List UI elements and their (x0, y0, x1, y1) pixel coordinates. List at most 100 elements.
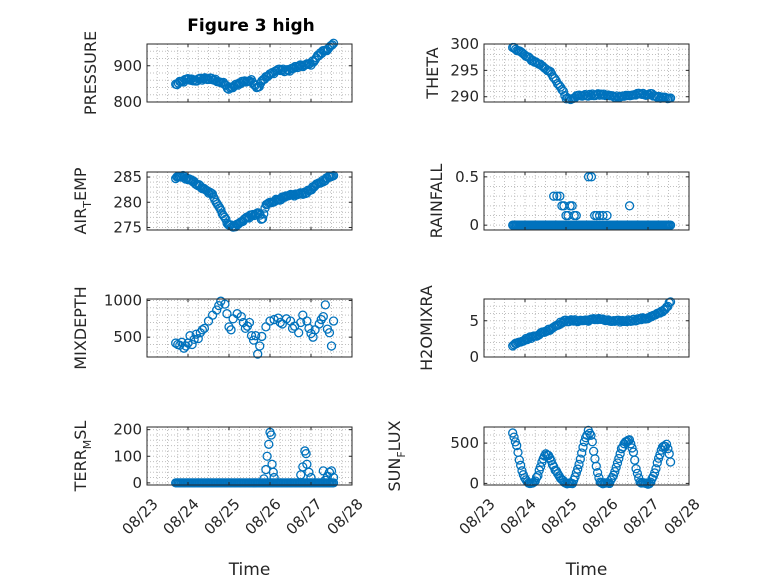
y-tick-label: 200 (113, 421, 142, 439)
y-tick-label: 290 (450, 88, 479, 106)
data-point (663, 444, 673, 454)
data-point (612, 458, 623, 468)
data-point (583, 172, 594, 182)
data-point (624, 435, 635, 445)
data-point (236, 311, 246, 322)
data-point (586, 430, 596, 441)
y-tick-label: 1000 (104, 291, 142, 309)
data-point (294, 328, 304, 338)
data-point (584, 428, 595, 438)
axes-frame (483, 298, 690, 358)
data-point (661, 439, 672, 449)
data-point (587, 437, 597, 447)
subplot-h2omixra: 0 5 H2OMIXRA (417, 285, 690, 371)
y-axis-label: AIRTEMP (71, 167, 94, 234)
data-point (586, 172, 597, 182)
data-point (627, 443, 637, 453)
data-point (592, 467, 603, 478)
data-point (190, 179, 200, 189)
data-point (287, 323, 298, 334)
x-tick-label: 08/27 (282, 495, 325, 538)
data-point (665, 220, 676, 230)
data-point (602, 210, 612, 221)
subplot-pressure: 800 900 PRESSURE (81, 31, 353, 115)
y-tick-label: 285 (113, 168, 142, 186)
data-point (631, 464, 641, 474)
data-point (266, 430, 276, 440)
data-point (521, 333, 531, 344)
data-point (328, 316, 339, 326)
data-point (248, 335, 259, 345)
data-point (220, 299, 230, 309)
y-tick-label: 500 (450, 434, 479, 452)
data-point (567, 201, 577, 211)
data-point (326, 341, 337, 351)
data-point (259, 209, 269, 219)
x-tick-label: 08/25 (537, 495, 580, 538)
axes-frame (146, 298, 353, 358)
y-axis-label: MIXDEPTH (71, 286, 90, 369)
data-point (582, 430, 592, 440)
data-point (301, 448, 311, 459)
data-point (575, 454, 585, 464)
subplot-rainfall: 0 0.5 RAINFALL (427, 164, 690, 239)
y-axis-label: SUNFLUX (385, 420, 408, 491)
data-point (259, 474, 269, 484)
y-tick-label: 500 (113, 328, 142, 346)
data-point (262, 451, 272, 461)
data-point (224, 84, 234, 94)
y-tick-label: 0.5 (455, 168, 479, 186)
data-point (199, 323, 210, 334)
data-point (268, 467, 278, 477)
y-tick-label: 100 (113, 447, 142, 465)
axes-frame (483, 171, 690, 231)
data-point (630, 455, 640, 465)
x-tick-label: 08/28 (660, 495, 703, 538)
data-point (592, 210, 602, 221)
subplot-theta: 290 295 300 THETA (423, 35, 690, 106)
data-point (533, 471, 543, 481)
data-point (255, 341, 265, 351)
data-point (571, 210, 581, 221)
data-point (324, 328, 335, 338)
data-point (555, 191, 565, 201)
data-point (652, 458, 662, 468)
data-point (328, 478, 339, 488)
data-point (244, 317, 255, 328)
data-point (514, 455, 524, 465)
data-point (584, 89, 595, 100)
x-tick-label: 08/26 (578, 495, 621, 538)
data-point (665, 457, 676, 467)
data-point (191, 329, 201, 339)
data-point (578, 442, 588, 452)
data-point (550, 73, 560, 84)
data-point (257, 331, 267, 342)
axes-frame (146, 43, 353, 103)
data-point (573, 464, 583, 474)
data-point (665, 297, 676, 307)
data-point (264, 439, 274, 449)
data-point (626, 439, 636, 449)
data-point (570, 472, 580, 482)
data-point (561, 94, 571, 104)
data-point (557, 85, 567, 95)
y-tick-label: 280 (113, 193, 142, 211)
axes-frame (483, 43, 690, 103)
data-point (197, 325, 208, 335)
data-point (547, 459, 558, 470)
data-point (193, 333, 203, 344)
data-point (212, 305, 222, 315)
data-point (250, 331, 261, 341)
data-point (189, 334, 199, 345)
data-point (561, 478, 571, 488)
data-point (306, 472, 316, 483)
data-point (594, 90, 605, 100)
data-point (591, 461, 601, 471)
y-axis-label: RAINFALL (427, 164, 446, 239)
data-point (606, 475, 616, 485)
data-point (660, 441, 670, 452)
data-point (326, 41, 336, 51)
y-axis-label: H2OMIXRA (417, 285, 436, 371)
